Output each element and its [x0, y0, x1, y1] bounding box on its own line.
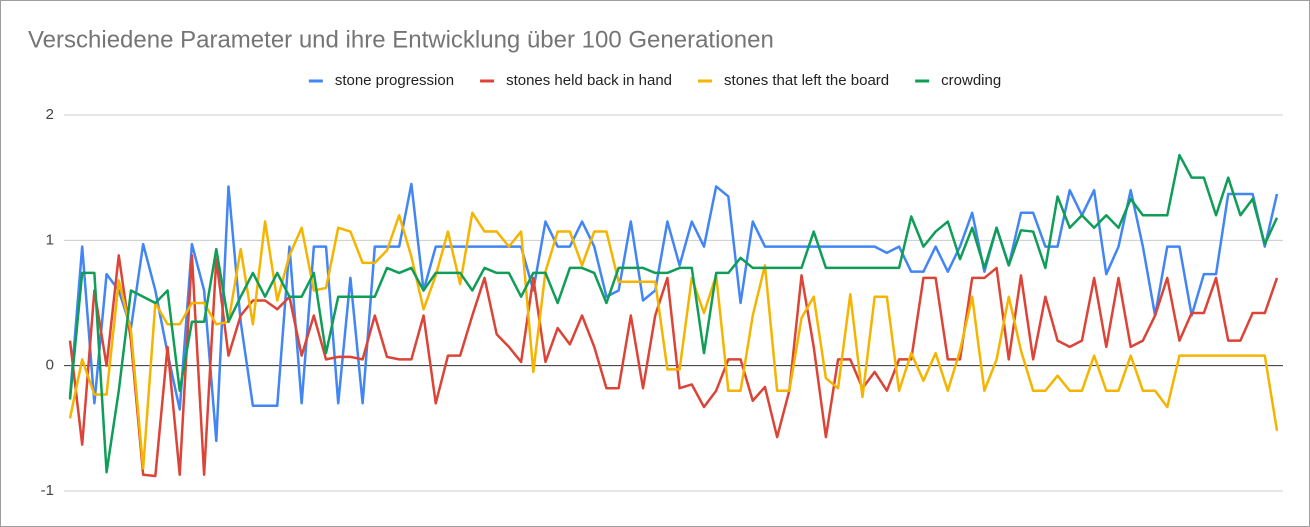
series-line	[68, 153, 1279, 474]
lines	[68, 153, 1279, 478]
legend: stone progression stones held back in han…	[308, 72, 1001, 89]
y-tick-label: 2	[46, 106, 54, 123]
legend-item: stones that left the board	[698, 72, 889, 89]
legend-item: stones held back in hand	[480, 72, 672, 89]
legend-item: stone progression	[308, 72, 454, 89]
legend-label: stone progression	[335, 72, 454, 89]
y-tick-label: 0	[46, 357, 54, 374]
legend-label: stones held back in hand	[506, 72, 672, 89]
series-line	[68, 254, 1279, 478]
y-tick-label: -1	[41, 482, 54, 499]
y-tick-label: 1	[46, 231, 54, 248]
series-line	[68, 211, 1279, 470]
chart-title: Verschiedene Parameter und ihre Entwickl…	[28, 26, 774, 53]
legend-item: crowding	[915, 72, 1001, 89]
legend-label: stones that left the board	[724, 72, 889, 89]
series-line	[68, 182, 1279, 443]
legend-label: crowding	[941, 72, 1001, 89]
